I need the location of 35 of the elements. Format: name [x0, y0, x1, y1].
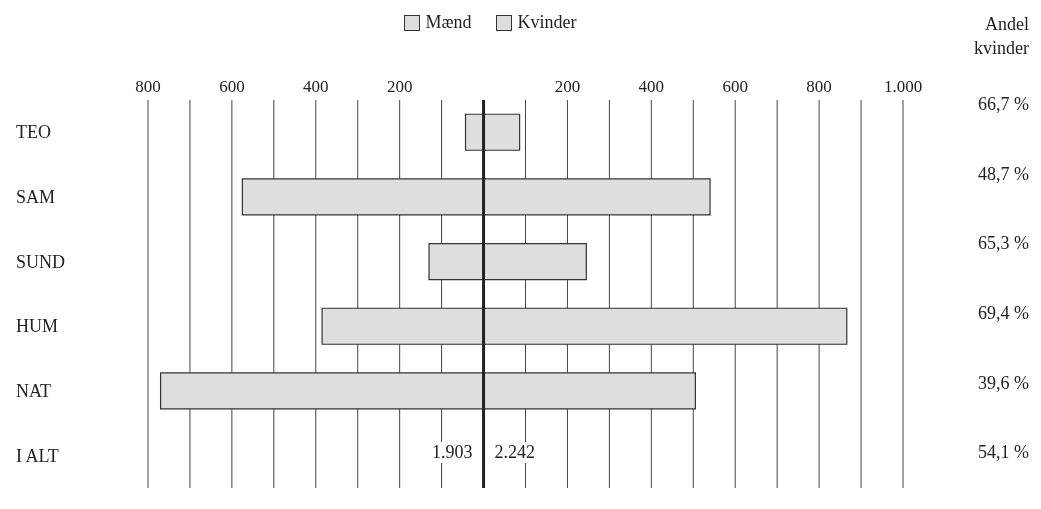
annotation: 2.242	[491, 442, 539, 464]
x-tick-label: 1.000	[883, 77, 923, 96]
x-tick-label: 400	[303, 77, 329, 96]
text: 54,1 %	[978, 442, 1029, 464]
text: 39,6 %	[978, 372, 1029, 394]
bar	[159, 372, 485, 410]
y-tick-label: HUM	[16, 316, 59, 337]
x-tick-label: 800	[806, 77, 832, 96]
annotation: 1.903	[429, 442, 476, 464]
x-tick-label: 800	[135, 77, 161, 96]
text: Andel kvinder	[973, 13, 1029, 60]
text: 69,4 %	[978, 302, 1029, 324]
text: 48,7 %	[978, 163, 1029, 185]
y-tick-label: SAM	[16, 187, 56, 207]
bar	[321, 307, 485, 345]
bar	[482, 372, 696, 410]
y-tick-label: SUND	[16, 251, 66, 272]
bar	[482, 178, 711, 216]
x-tick-label: 200	[554, 77, 581, 96]
y-tick-label: I ALT	[16, 445, 59, 466]
text: 65,3 %	[978, 233, 1029, 255]
y-tick-label: TEO	[16, 122, 51, 143]
legend-label: Mænd	[425, 12, 472, 33]
bar	[482, 113, 521, 151]
bar	[482, 307, 848, 345]
bar	[241, 178, 485, 216]
x-tick-label: 600	[219, 77, 245, 96]
text: 66,7 %	[978, 93, 1029, 115]
legend-label: Kvinder	[517, 12, 577, 33]
bar	[428, 242, 485, 281]
x-tick-label: 200	[386, 77, 413, 96]
bar	[482, 242, 587, 281]
y-tick-label: NAT	[16, 381, 51, 401]
x-tick-label: 400	[638, 77, 665, 96]
x-tick-label: 600	[722, 77, 748, 96]
